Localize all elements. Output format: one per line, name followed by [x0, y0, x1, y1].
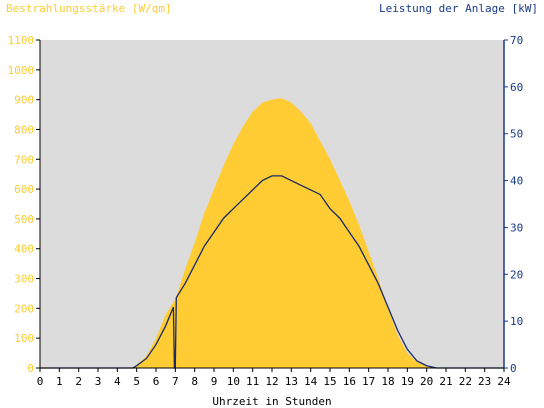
y-left-tick-label: 900: [14, 94, 34, 107]
y-right-tick-label: 0: [510, 362, 517, 375]
x-tick-label: 19: [401, 375, 414, 388]
power-line: [40, 175, 504, 369]
x-tick-label: 1: [56, 375, 63, 388]
x-tick-label: 5: [133, 375, 140, 388]
x-tick-label: 4: [114, 375, 121, 388]
y-left-tick-label: 0: [27, 362, 34, 375]
y-left-tick-label: 800: [14, 123, 34, 136]
x-tick-label: 18: [381, 375, 394, 388]
y-left-tick-label: 400: [14, 243, 34, 256]
x-axis-label: Uhrzeit in Stunden: [212, 395, 331, 408]
x-tick-label: 13: [285, 375, 298, 388]
x-tick-label: 17: [362, 375, 375, 388]
y-left-tick-label: 1100: [8, 34, 35, 47]
y-left-tick-label: 300: [14, 273, 34, 286]
title-left: Bestrahlungsstärke [W/qm]: [6, 2, 172, 15]
x-tick-label: 24: [497, 375, 511, 388]
x-tick-label: 21: [439, 375, 452, 388]
irradiance-area: [40, 98, 504, 368]
x-tick-label: 20: [420, 375, 433, 388]
y-right-tick-label: 40: [510, 175, 523, 188]
x-tick-label: 9: [211, 375, 218, 388]
x-tick-label: 6: [153, 375, 160, 388]
x-tick-label: 14: [304, 375, 318, 388]
title-right: Leistung der Anlage [kW]: [379, 2, 538, 15]
y-right-tick-label: 30: [510, 221, 523, 234]
y-left-tick-label: 1000: [8, 64, 35, 77]
x-tick-label: 23: [478, 375, 491, 388]
y-left-tick-label: 600: [14, 183, 34, 196]
x-tick-label: 16: [343, 375, 356, 388]
x-tick-label: 0: [37, 375, 44, 388]
y-left-tick-label: 100: [14, 332, 34, 345]
x-tick-label: 10: [227, 375, 240, 388]
x-tick-label: 2: [75, 375, 82, 388]
y-right-tick-label: 60: [510, 81, 523, 94]
x-tick-label: 7: [172, 375, 179, 388]
y-left-tick-label: 500: [14, 213, 34, 226]
y-right-tick-label: 50: [510, 128, 523, 141]
ticks: 0100200300400500600700800900100011000102…: [8, 34, 524, 388]
x-tick-label: 11: [246, 375, 259, 388]
x-tick-label: 15: [323, 375, 336, 388]
y-left-tick-label: 200: [14, 302, 34, 315]
y-right-tick-label: 70: [510, 34, 523, 47]
y-right-tick-label: 10: [510, 315, 523, 328]
x-tick-label: 22: [459, 375, 472, 388]
x-tick-label: 12: [265, 375, 278, 388]
y-left-tick-label: 700: [14, 153, 34, 166]
x-tick-label: 8: [191, 375, 198, 388]
y-right-tick-label: 20: [510, 268, 523, 281]
x-tick-label: 3: [95, 375, 102, 388]
